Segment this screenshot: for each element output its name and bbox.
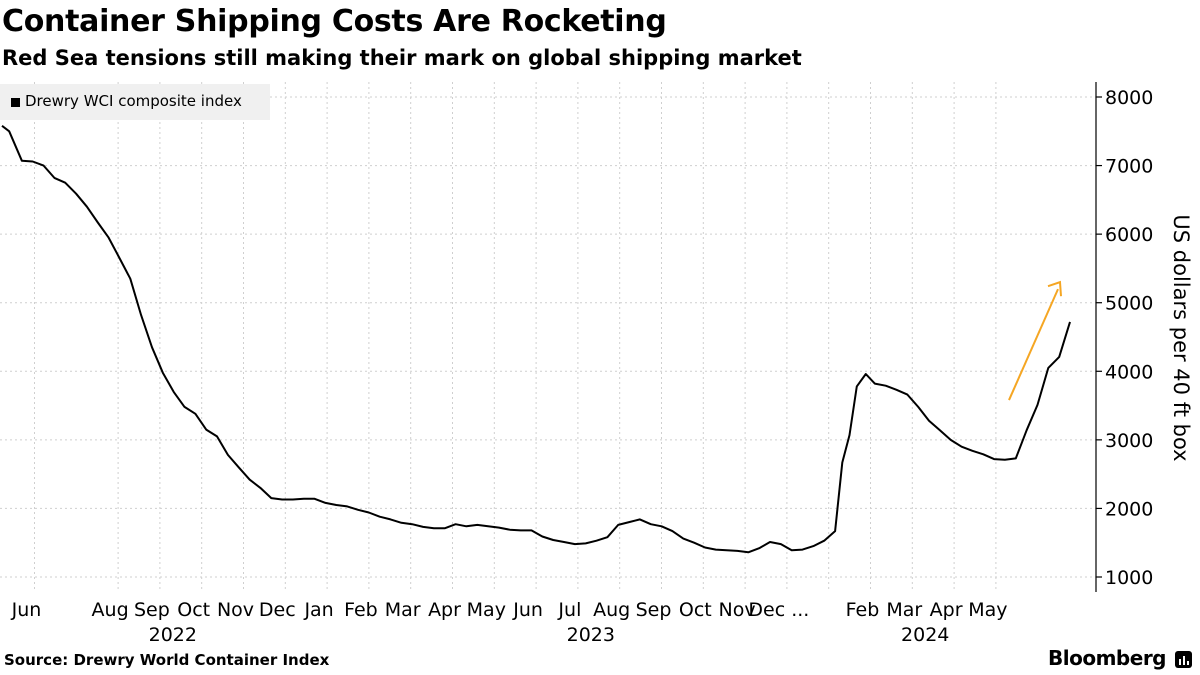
x-tick-label: Jun	[512, 599, 543, 621]
y-axis-label: US dollars per 40 ft box	[1169, 214, 1193, 461]
x-tick-label: Dec	[259, 599, 296, 621]
y-tick-label: 1000	[1105, 567, 1153, 589]
trend-arrow-shaft	[1008, 288, 1059, 401]
bloomberg-terminal-icon	[1175, 651, 1192, 668]
annotation-layer	[1008, 280, 1062, 401]
y-tick-label: 7000	[1105, 156, 1153, 178]
x-tick-label: Apr	[428, 599, 461, 621]
x-axis: Jun Aug Sep Oct Nov Dec Jan Feb Mar Apr May Jun Jul A…	[11, 599, 1008, 646]
x-tick-label: Sep	[134, 599, 170, 621]
x-year-label: 2024	[901, 624, 949, 646]
x-tick-label: Aug	[593, 599, 630, 621]
x-tick-label: Feb	[846, 599, 880, 621]
x-tick-label: Jun	[11, 599, 42, 621]
y-axis: 1000 2000 3000 4000 5000 6000 7000 8000	[1095, 82, 1153, 592]
x-tick-label: Aug	[92, 599, 129, 621]
x-tick-label: Oct	[679, 599, 712, 621]
x-tick-label: Nov	[719, 599, 756, 621]
legend-swatch	[11, 98, 20, 107]
y-tick-label: 5000	[1105, 293, 1153, 315]
chart-subtitle: Red Sea tensions still making their mark…	[2, 46, 802, 70]
y-tick-label: 6000	[1105, 224, 1153, 246]
x-tick-label: May	[467, 599, 506, 621]
x-year-label: 2023	[567, 624, 615, 646]
x-tick-label: Oct	[177, 599, 210, 621]
y-tick-label: 4000	[1105, 361, 1153, 383]
x-year-label: 2022	[149, 624, 197, 646]
x-tick-label: Dec ...	[748, 599, 809, 621]
x-tick-label: Jul	[557, 599, 581, 621]
y-tick-label: 8000	[1105, 87, 1153, 109]
series-layer	[1, 125, 1071, 554]
x-tick-label: Sep	[636, 599, 672, 621]
x-tick-label: Jan	[303, 599, 333, 621]
x-tick-label: Mar	[886, 599, 922, 621]
legend: Drewry WCI composite index	[0, 84, 270, 120]
y-tick-label: 3000	[1105, 430, 1153, 452]
source-note: Source: Drewry World Container Index	[4, 651, 330, 669]
x-tick-label: Apr	[930, 599, 963, 621]
chart-title: Container Shipping Costs Are Rocketing	[2, 4, 667, 39]
legend-label: Drewry WCI composite index	[25, 92, 242, 110]
brand-logo: Bloomberg	[1048, 646, 1166, 670]
series-line	[1, 125, 1071, 554]
gridlines	[0, 82, 1096, 592]
x-tick-label: Feb	[344, 599, 378, 621]
x-tick-label: Mar	[385, 599, 421, 621]
trend-arrow-head-icon	[1047, 280, 1062, 297]
x-tick-label: May	[968, 599, 1007, 621]
x-tick-label: Nov	[217, 599, 254, 621]
y-tick-label: 2000	[1105, 498, 1153, 520]
